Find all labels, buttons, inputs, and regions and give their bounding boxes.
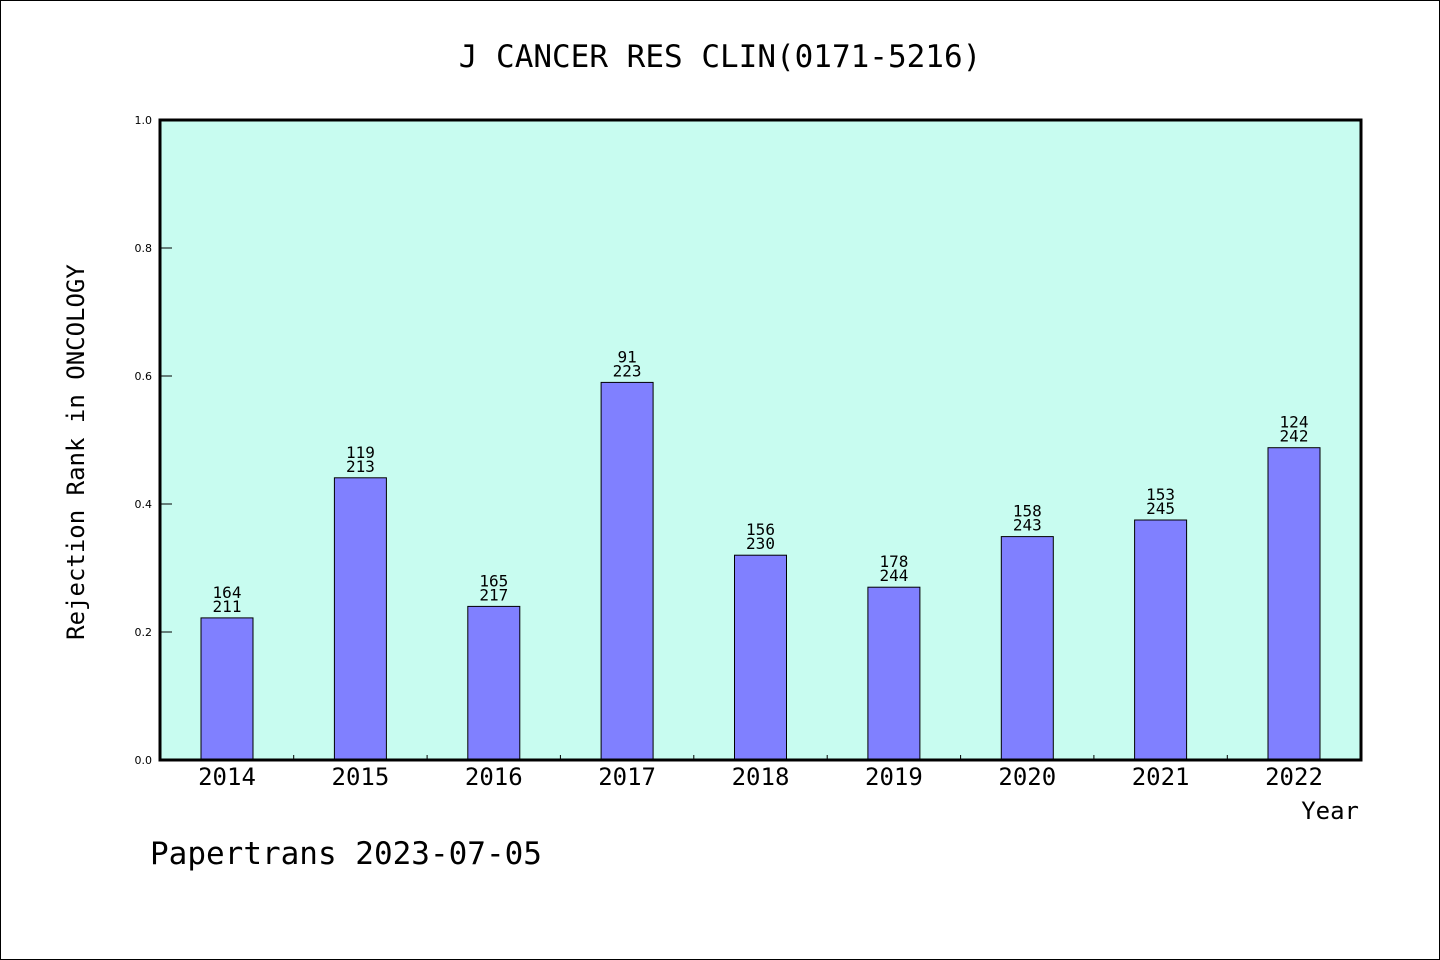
bar-2016 — [467, 605, 521, 761]
data-label-top-2015: 119 — [346, 443, 375, 462]
bar-2020 — [1000, 536, 1054, 761]
data-label-bottom-2021: 245 — [1146, 499, 1175, 518]
data-label-top-2016: 165 — [479, 571, 508, 590]
x-tick-label-2016: 2016 — [465, 763, 523, 791]
y-tick-label-0.2: 0.2 — [135, 626, 153, 639]
y-tick-label-0.0: 0.0 — [135, 754, 153, 767]
x-tick-label-2017: 2017 — [598, 763, 656, 791]
bar-2014 — [200, 617, 254, 761]
data-label-bottom-2017: 223 — [613, 361, 642, 380]
data-label-top-2017: 91 — [617, 347, 636, 366]
axis-ticks: 2014 2015 2016 2017 2018 2019 2020 2021 2022 0.0 0… — [135, 114, 1323, 791]
bars: 1642111192131652179122315623017824415824… — [200, 347, 1321, 761]
data-label-top-2022: 124 — [1280, 413, 1309, 432]
y-tick-label-0.6: 0.6 — [135, 370, 153, 383]
data-label-bottom-2016: 217 — [479, 585, 508, 604]
x-tick-label-2014: 2014 — [198, 763, 256, 791]
bar-2022 — [1267, 447, 1321, 761]
data-label-bottom-2015: 213 — [346, 457, 375, 476]
y-axis-label: Rejection Rank in ONCOLOGY — [62, 264, 90, 640]
x-tick-label-2015: 2015 — [332, 763, 390, 791]
bar-2019 — [867, 586, 921, 761]
data-label-top-2019: 178 — [879, 552, 908, 571]
x-tick-label-2022: 2022 — [1265, 763, 1323, 791]
data-label-top-2020: 158 — [1013, 502, 1042, 521]
y-tick-label-1.0: 1.0 — [135, 114, 153, 127]
chart-title: J CANCER RES CLIN(0171-5216) — [459, 39, 982, 75]
data-label-top-2021: 153 — [1146, 485, 1175, 504]
y-tick-label-0.8: 0.8 — [135, 242, 153, 255]
bar-2015 — [333, 477, 387, 761]
data-label-bottom-2022: 242 — [1280, 427, 1309, 446]
footer-credit: Papertrans 2023-07-05 — [150, 836, 542, 872]
data-label-top-2014: 164 — [213, 583, 242, 602]
bar-2018 — [734, 554, 787, 761]
x-tick-label-2020: 2020 — [998, 763, 1056, 791]
x-axis-label: Year — [1301, 797, 1359, 825]
bar-2021 — [1134, 519, 1188, 761]
data-label-bottom-2020: 243 — [1013, 516, 1042, 535]
x-tick-label-2018: 2018 — [732, 763, 790, 791]
data-label-bottom-2014: 211 — [213, 597, 242, 616]
bar-2017 — [600, 381, 654, 761]
data-label-bottom-2018: 230 — [746, 534, 775, 553]
data-label-bottom-2019: 244 — [879, 566, 908, 585]
plot-border — [158, 118, 1363, 762]
x-tick-label-2019: 2019 — [865, 763, 923, 791]
data-label-top-2018: 156 — [746, 520, 775, 539]
x-tick-label-2021: 2021 — [1132, 763, 1190, 791]
y-tick-label-0.4: 0.4 — [135, 498, 153, 511]
